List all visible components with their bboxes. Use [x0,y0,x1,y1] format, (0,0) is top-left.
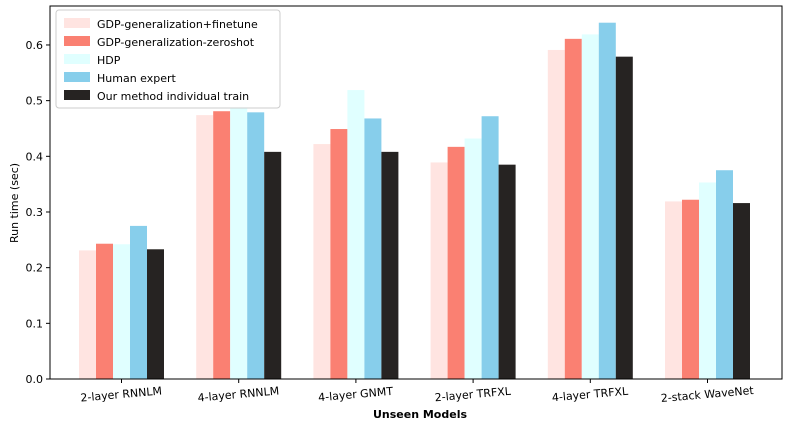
bars-group [79,22,750,380]
bar-1-1 [79,250,96,379]
bar-4-6 [716,170,733,379]
bar-3-2 [230,106,248,379]
bar-5-3 [381,151,399,379]
legend-label: HDP [97,54,121,67]
bar-5-1 [147,249,164,379]
bar-2-5 [564,38,582,380]
bar-2-3 [330,129,348,379]
bar-5-5 [615,56,633,379]
legend-label: GDP-generalization+finetune [97,18,258,31]
legend: GDP-generalization+finetune GDP-generaliz… [55,9,281,109]
bar-1-6 [665,201,682,379]
bar-4-3 [364,118,382,379]
x-tick-label: 4-layer TRFXL [551,385,629,405]
bar-2-1 [96,243,113,379]
bar-4-2 [247,112,265,380]
bar-5-4 [498,164,516,379]
bar-5-2 [264,151,282,379]
x-tick-label: 2-layer RNNLM [80,384,163,404]
bar-3-3 [347,90,365,379]
x-tick-label: 4-layer RNNLM [197,384,280,404]
y-tick-label: 0.0 [26,373,44,386]
y-tick-label: 0.6 [26,39,44,52]
bar-3-6 [699,182,716,379]
y-tick-label: 0.1 [26,317,44,330]
y-tick-label: 0.4 [26,150,44,163]
bar-2-4 [447,146,465,379]
bar-2-2 [213,111,231,379]
legend-swatch [64,36,90,46]
legend-label: Our method individual train [97,90,249,103]
legend-swatch [64,90,90,100]
legend-swatch [64,72,90,82]
bar-3-4 [464,138,482,379]
bar-4-4 [481,116,499,379]
legend-swatch [64,18,90,28]
bar-4-5 [598,22,616,380]
bar-4-1 [130,225,147,379]
y-tick-label: 0.5 [26,95,44,108]
bar-2-6 [682,199,699,379]
y-axis-title: Run time (sec) [8,163,21,243]
legend-label: Human expert [97,72,177,85]
bar-5-6 [733,203,750,379]
x-tick-label: 2-stack WaveNet [660,384,755,405]
bar-1-5 [547,49,565,380]
y-tick-label: 0.2 [26,262,44,275]
x-axis-title: Unseen Models [373,408,468,421]
plot-frame [49,5,783,380]
x-tick-label: 4-layer GNMT [318,385,394,405]
legend-swatch [64,54,90,64]
bar-3-1 [113,244,130,379]
x-tick-label: 2-layer TRFXL [434,385,512,405]
y-tick-label: 0.3 [26,206,44,219]
bar-3-5 [581,34,599,379]
bar-1-3 [313,144,331,379]
bar-1-2 [196,115,214,379]
legend-label: GDP-generalization-zeroshot [97,36,255,49]
legend-box [55,9,281,109]
bar-1-4 [430,162,448,379]
